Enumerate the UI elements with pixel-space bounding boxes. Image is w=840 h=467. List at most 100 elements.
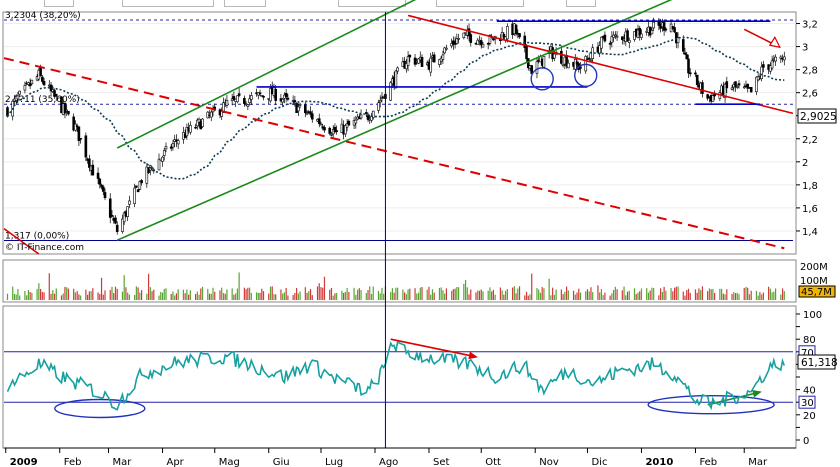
volume-bar — [689, 292, 691, 300]
candle-body — [711, 95, 715, 102]
candle-body — [196, 119, 199, 127]
volume-bar — [614, 286, 616, 300]
volume-bar — [299, 291, 301, 300]
volume-bar — [353, 287, 355, 300]
volume-bar — [572, 290, 575, 300]
volume-bar — [397, 287, 399, 300]
volume-bar — [262, 291, 265, 300]
candle-body — [380, 97, 384, 100]
candle-body — [126, 206, 129, 217]
candle-body — [396, 67, 399, 72]
volume-bar — [282, 293, 284, 300]
volume-bar — [525, 291, 528, 300]
volume-bar — [708, 288, 710, 300]
volume-bar — [747, 287, 749, 300]
volume-bar — [184, 293, 186, 300]
candle-body — [298, 104, 302, 106]
volume-bar — [280, 289, 282, 300]
candle-body — [683, 52, 687, 55]
candle-body — [762, 64, 765, 68]
volume-bar — [503, 294, 505, 300]
volume-bar — [146, 293, 148, 300]
candle-body — [281, 98, 284, 103]
volume-bar — [41, 291, 43, 300]
volume-bar — [626, 291, 629, 300]
rsi-levels: 70 30 — [4, 345, 816, 409]
toolbar-field-5[interactable] — [436, 0, 524, 7]
rsi-trend-arrow — [390, 338, 477, 358]
candle-body — [246, 104, 250, 107]
volume-bar — [428, 286, 430, 300]
volume-bar — [714, 292, 716, 300]
candle-body — [405, 63, 408, 70]
x-tick-label: Mar — [113, 457, 133, 467]
volume-bar — [393, 292, 395, 300]
volume-bar — [250, 292, 252, 300]
volume-bar — [292, 294, 294, 300]
volume-bar — [245, 289, 247, 300]
candle-body — [420, 56, 424, 67]
toolbar-field-3[interactable] — [224, 0, 266, 7]
candle-body — [626, 30, 629, 42]
volume-bar — [160, 291, 162, 300]
price-arrow-head — [768, 36, 781, 49]
volume-bar — [377, 290, 380, 300]
x-tick-label: Nov — [539, 457, 559, 467]
volume-bar — [243, 287, 245, 300]
volume-bar — [602, 295, 604, 300]
volume-bar — [161, 292, 164, 300]
candle-body — [305, 112, 309, 115]
candle-body — [486, 43, 490, 45]
candle-body — [735, 86, 739, 88]
candle-body — [121, 218, 124, 232]
candle-body — [650, 29, 654, 35]
volume-bar — [710, 289, 712, 300]
toolbar-field-1[interactable] — [44, 0, 74, 7]
x-tick-label: Lug — [325, 457, 343, 467]
rsi-tick-label: 0 — [803, 436, 809, 447]
volume-bar — [506, 289, 508, 300]
candle-body — [319, 123, 323, 126]
volume-bar — [247, 287, 249, 300]
volume-bar — [196, 291, 198, 300]
volume-bar — [663, 286, 665, 300]
candle-body — [542, 56, 546, 68]
candle-body — [734, 81, 737, 88]
volume-chart: 200M 100M 45,7M — [2, 259, 836, 303]
candle-body — [79, 137, 82, 140]
candle-body — [755, 76, 758, 93]
volume-bar — [733, 292, 735, 300]
price-tick-label: 1,6 — [802, 204, 818, 215]
candle-body — [135, 185, 138, 188]
volume-bar — [38, 283, 40, 300]
volume-bar — [670, 288, 672, 300]
volume-bar — [128, 294, 131, 300]
volume-bar — [207, 288, 209, 300]
toolbar-field-2[interactable] — [122, 0, 214, 7]
candle-body — [136, 189, 140, 193]
candle-body — [575, 61, 579, 65]
volume-bar — [745, 286, 747, 300]
highlight-circle — [574, 63, 598, 88]
volume-bar — [189, 290, 191, 300]
candle-body — [467, 28, 471, 37]
volume-bar — [139, 292, 141, 300]
toolbar-field-6[interactable] — [566, 0, 596, 7]
volume-bar — [599, 292, 601, 300]
volume-bar — [552, 287, 554, 300]
candle-body — [481, 43, 485, 48]
volume-bar — [174, 295, 176, 300]
candle-body — [476, 39, 480, 45]
candle-body — [638, 27, 642, 36]
volume-bar — [417, 292, 420, 300]
volume-bar — [137, 287, 139, 300]
volume-bar — [311, 295, 313, 300]
candle-body — [774, 56, 777, 62]
candle-body — [237, 93, 241, 96]
candle-body — [323, 127, 326, 131]
toolbar-field-4[interactable] — [338, 0, 406, 7]
volume-bar — [750, 290, 752, 300]
candle-body — [335, 130, 338, 132]
candle-body — [347, 120, 351, 126]
candle-body — [157, 158, 161, 171]
